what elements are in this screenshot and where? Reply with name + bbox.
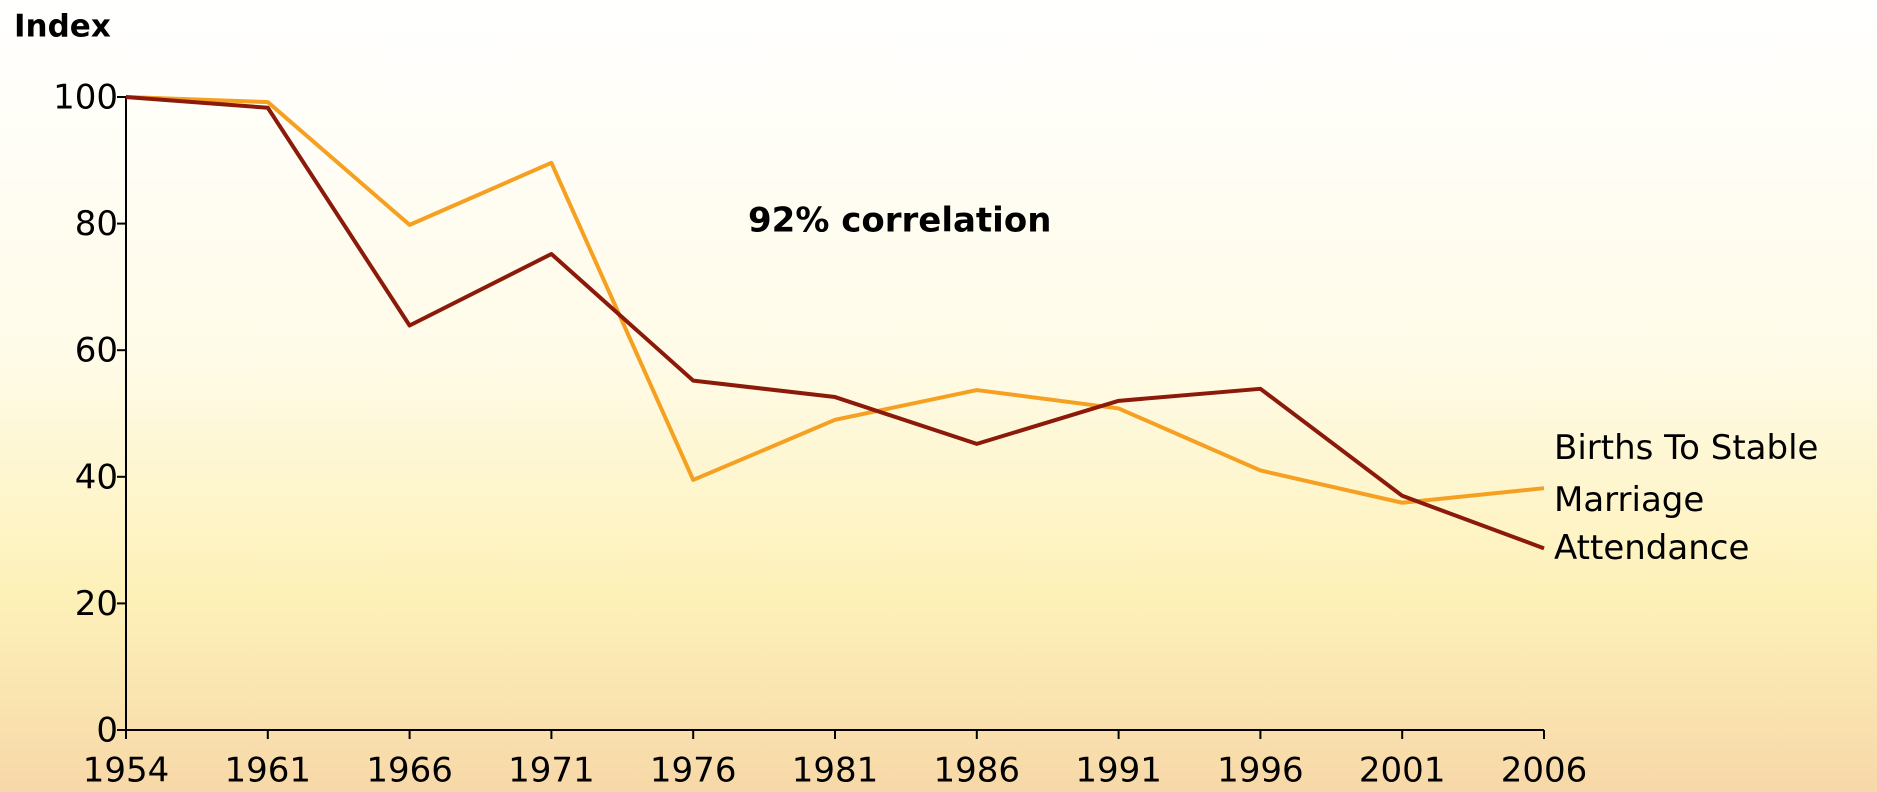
y-tick-label: 20 [75, 584, 118, 624]
series-line [125, 95, 1545, 551]
y-tick-label: 40 [75, 457, 118, 497]
y-axis-title: Index [14, 9, 111, 45]
x-tick-label: 1996 [1217, 751, 1304, 791]
x-tick-label: 1981 [792, 751, 879, 791]
y-tick-label: 100 [53, 78, 118, 118]
x-tick-label: 1971 [508, 751, 595, 791]
x-tick-label: 2001 [1359, 751, 1446, 791]
y-tick-label: 0 [96, 711, 118, 751]
x-tick-label: 1986 [934, 751, 1021, 791]
y-tick-label: 60 [75, 331, 118, 371]
y-tick-label: 80 [75, 204, 118, 244]
series-label: Births To Stable Marriage [1554, 428, 1819, 521]
x-tick-label: 1966 [366, 751, 453, 791]
x-tick-label: 1954 [83, 751, 170, 791]
x-tick-label: 1976 [650, 751, 737, 791]
x-tick-label: 2006 [1501, 751, 1588, 791]
series-label: Attendance [1554, 528, 1750, 569]
series-line [125, 95, 1545, 505]
x-tick-label: 1961 [225, 751, 312, 791]
annotation: 92% correlation [748, 201, 1051, 241]
x-tick-label: 1991 [1075, 751, 1162, 791]
